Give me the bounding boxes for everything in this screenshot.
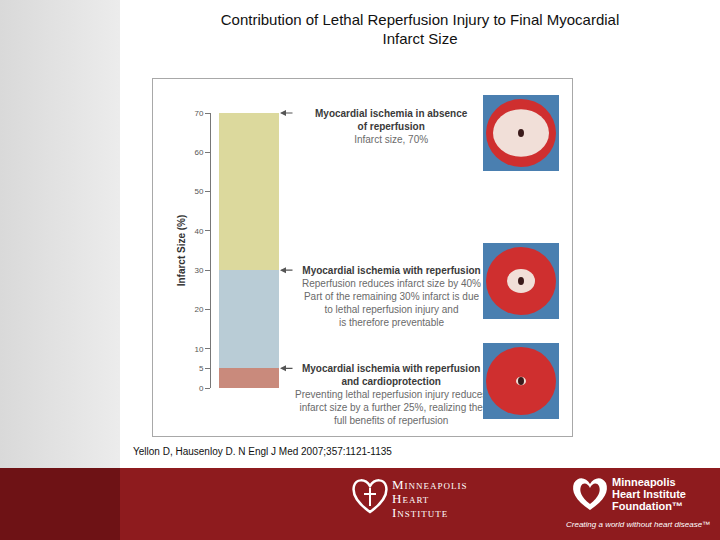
html-text:Foundation™: Foundation™ [612, 500, 683, 512]
svg-text:40: 40 [194, 227, 203, 236]
svg-text:0: 0 [199, 384, 204, 393]
html-text:Minneapolis: Minneapolis [392, 477, 468, 492]
svg-text:70: 70 [194, 109, 203, 118]
html-text:Institute: Institute [392, 505, 449, 520]
svg-text:20: 20 [194, 305, 203, 314]
html-text:Contribution of Lethal Reperfu: Contribution of Lethal Reperfusion Injur… [220, 11, 620, 28]
svg-text:50: 50 [194, 187, 203, 196]
html-text:Minneapolis: Minneapolis [612, 476, 676, 488]
svg-text:10: 10 [194, 345, 203, 354]
html-text:Creating a world without heart: Creating a world without heart disease™ [566, 520, 711, 529]
html-text:Yellon D, Hausenloy D. N Engl: Yellon D, Hausenloy D. N Engl J Med 2007… [133, 446, 392, 457]
svg-text:30: 30 [194, 266, 203, 275]
svg-text:5: 5 [199, 364, 204, 373]
html-text:Heart Institute: Heart Institute [612, 488, 686, 500]
svg-text:Myocardial ischemia with reper: Myocardial ischemia with reperfusionRepe… [302, 265, 481, 328]
svg-text:Infarct Size (%): Infarct Size (%) [176, 215, 187, 287]
svg-text:Myocardial ischemia with reper: Myocardial ischemia with reperfusionand … [295, 363, 487, 426]
svg-text:60: 60 [194, 148, 203, 157]
html-text:Infarct Size: Infarct Size [382, 30, 458, 47]
svg-text:Myocardial ischemia in absence: Myocardial ischemia in absenceof reperfu… [315, 108, 468, 145]
html-text:Heart: Heart [392, 491, 430, 506]
